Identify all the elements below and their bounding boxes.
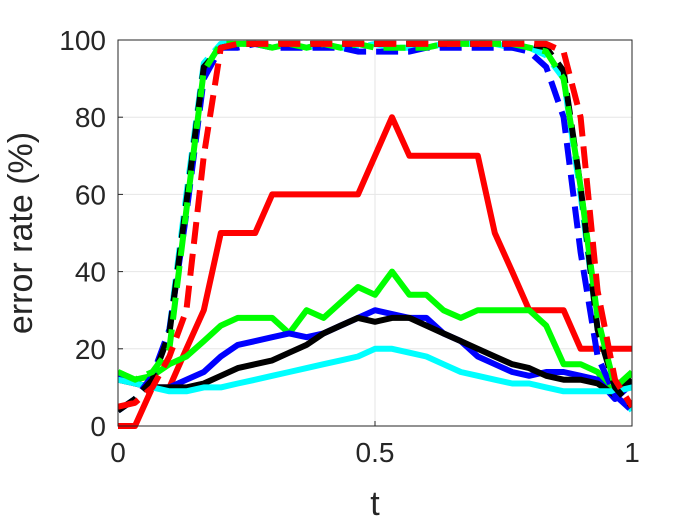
x-axis: 0 0.5 1 [110, 421, 640, 468]
y-tick-label: 100 [59, 25, 106, 56]
solid-series-line [118, 345, 632, 395]
solid-series-line [118, 314, 632, 399]
x-tick-label: 0.5 [356, 437, 395, 468]
y-tick-label: 80 [75, 102, 106, 133]
y-tick-label: 20 [75, 334, 106, 365]
y-tick-label: 0 [90, 411, 106, 442]
y-axis-label: error rate (%) [2, 132, 40, 334]
y-axis: 0 20 40 60 80 100 [59, 25, 123, 442]
series-group [118, 40, 632, 429]
y-tick-label: 40 [75, 257, 106, 288]
y-tick-label: 60 [75, 179, 106, 210]
dashed-series-line [118, 40, 632, 410]
x-axis-label: t [370, 485, 380, 523]
solid-series-line [118, 268, 632, 399]
x-tick-label: 0 [110, 437, 126, 468]
x-tick-label: 1 [624, 437, 640, 468]
dashed-series-line [118, 40, 632, 391]
solid-series-line [118, 307, 632, 402]
solid-series-line [118, 114, 632, 429]
